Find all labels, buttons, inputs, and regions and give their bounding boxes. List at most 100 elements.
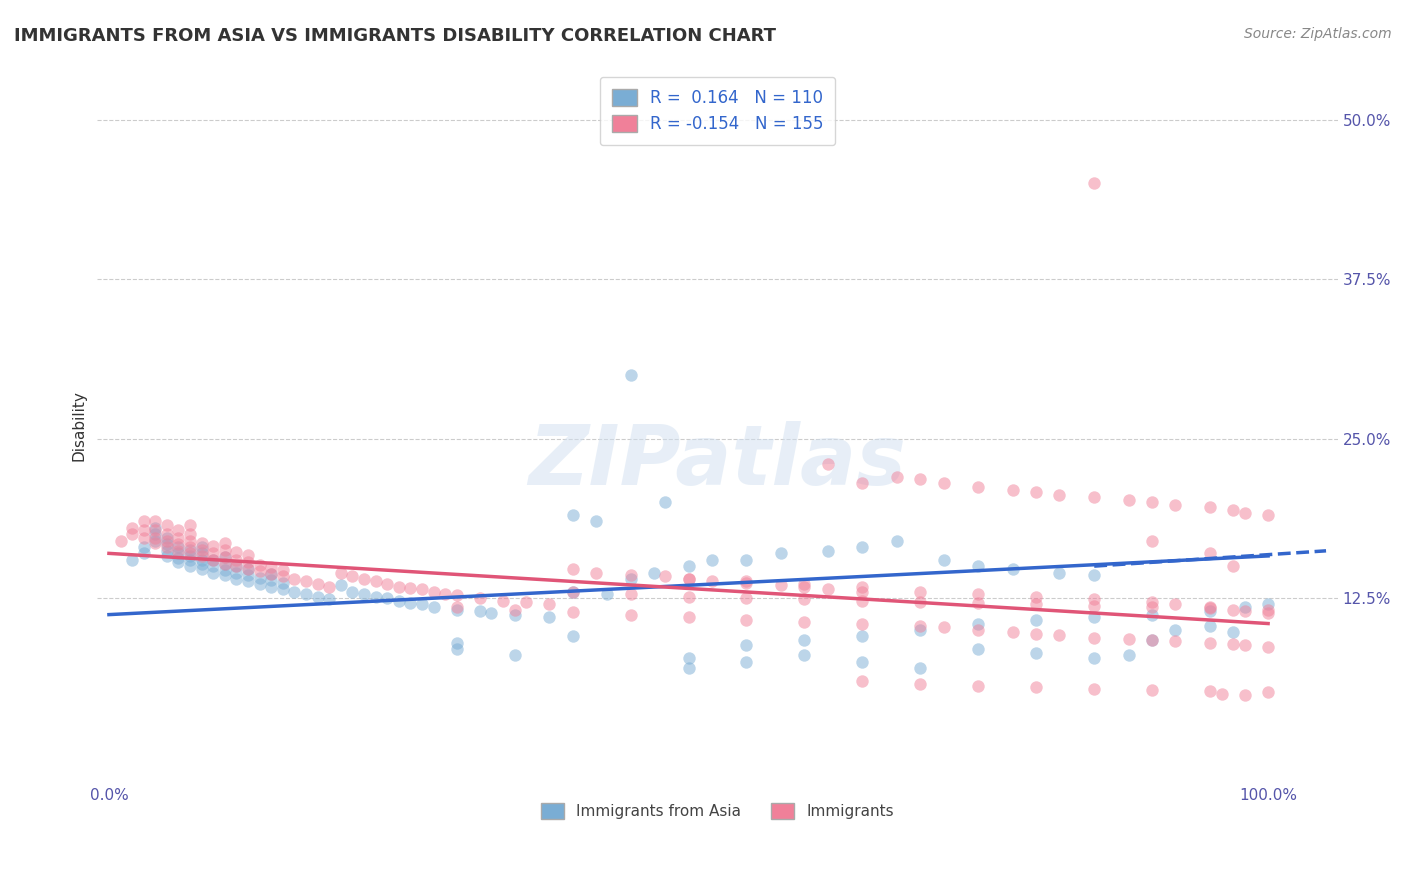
Point <box>1164 498 1187 512</box>
Point <box>851 593 873 607</box>
Point <box>388 593 411 607</box>
Point <box>1140 599 1163 614</box>
Point <box>202 559 225 574</box>
Point <box>156 540 179 554</box>
Point <box>375 577 398 591</box>
Point <box>143 521 166 535</box>
Point <box>1233 604 1256 618</box>
Point <box>329 566 352 580</box>
Point <box>167 546 190 560</box>
Y-axis label: Disability: Disability <box>72 391 86 461</box>
Point <box>446 602 468 616</box>
Point <box>167 544 190 558</box>
Point <box>967 587 990 601</box>
Point <box>1140 633 1163 648</box>
Legend: Immigrants from Asia, Immigrants: Immigrants from Asia, Immigrants <box>534 797 900 825</box>
Point <box>1083 631 1105 645</box>
Point <box>225 559 247 574</box>
Point <box>179 542 201 557</box>
Point <box>342 584 364 599</box>
Point <box>446 599 468 614</box>
Point <box>271 569 294 583</box>
Point <box>411 598 433 612</box>
Point <box>678 559 700 574</box>
Point <box>932 476 955 491</box>
Text: Source: ZipAtlas.com: Source: ZipAtlas.com <box>1244 27 1392 41</box>
Point <box>793 633 815 648</box>
Point <box>1140 533 1163 548</box>
Point <box>190 536 212 550</box>
Point <box>225 566 247 580</box>
Point <box>446 642 468 657</box>
Point <box>260 573 283 587</box>
Point <box>561 584 583 599</box>
Point <box>1140 495 1163 509</box>
Point <box>132 531 155 545</box>
Point <box>1083 599 1105 613</box>
Point <box>1025 681 1047 695</box>
Point <box>1083 610 1105 624</box>
Point <box>735 638 758 652</box>
Point <box>132 540 155 554</box>
Point <box>643 566 665 580</box>
Point <box>271 563 294 577</box>
Point <box>1233 688 1256 702</box>
Point <box>167 524 190 538</box>
Point <box>1049 628 1071 642</box>
Point <box>910 595 932 609</box>
Point <box>1222 602 1244 616</box>
Point <box>353 587 375 601</box>
Point <box>1257 685 1279 699</box>
Point <box>596 587 619 601</box>
Point <box>932 553 955 567</box>
Point <box>202 539 225 553</box>
Point <box>190 542 212 557</box>
Point <box>156 518 179 533</box>
Point <box>1164 634 1187 648</box>
Point <box>678 572 700 586</box>
Point <box>735 591 758 605</box>
Point <box>910 472 932 486</box>
Point <box>236 568 259 582</box>
Point <box>1233 599 1256 614</box>
Point <box>329 578 352 592</box>
Point <box>214 563 236 577</box>
Point <box>793 577 815 591</box>
Point <box>167 551 190 566</box>
Point <box>190 546 212 560</box>
Point <box>1199 599 1222 614</box>
Point <box>260 560 283 574</box>
Point <box>1140 682 1163 697</box>
Point <box>503 648 526 663</box>
Point <box>561 508 583 522</box>
Point <box>249 571 271 585</box>
Point <box>886 533 908 548</box>
Point <box>1257 598 1279 612</box>
Point <box>1199 619 1222 633</box>
Point <box>538 598 561 612</box>
Point <box>236 574 259 589</box>
Point <box>156 531 179 545</box>
Point <box>735 574 758 589</box>
Point <box>236 562 259 576</box>
Point <box>434 587 457 601</box>
Point <box>654 569 676 583</box>
Point <box>249 564 271 578</box>
Point <box>1083 651 1105 665</box>
Point <box>886 470 908 484</box>
Point <box>1222 625 1244 640</box>
Point <box>1083 592 1105 607</box>
Point <box>851 616 873 631</box>
Point <box>167 537 190 551</box>
Point <box>967 616 990 631</box>
Point <box>179 518 201 533</box>
Point <box>1199 601 1222 615</box>
Point <box>851 584 873 599</box>
Point <box>1118 632 1140 646</box>
Point <box>1199 546 1222 560</box>
Point <box>214 550 236 565</box>
Point <box>619 572 641 586</box>
Point <box>295 587 318 601</box>
Point <box>515 595 537 609</box>
Point <box>1025 646 1047 660</box>
